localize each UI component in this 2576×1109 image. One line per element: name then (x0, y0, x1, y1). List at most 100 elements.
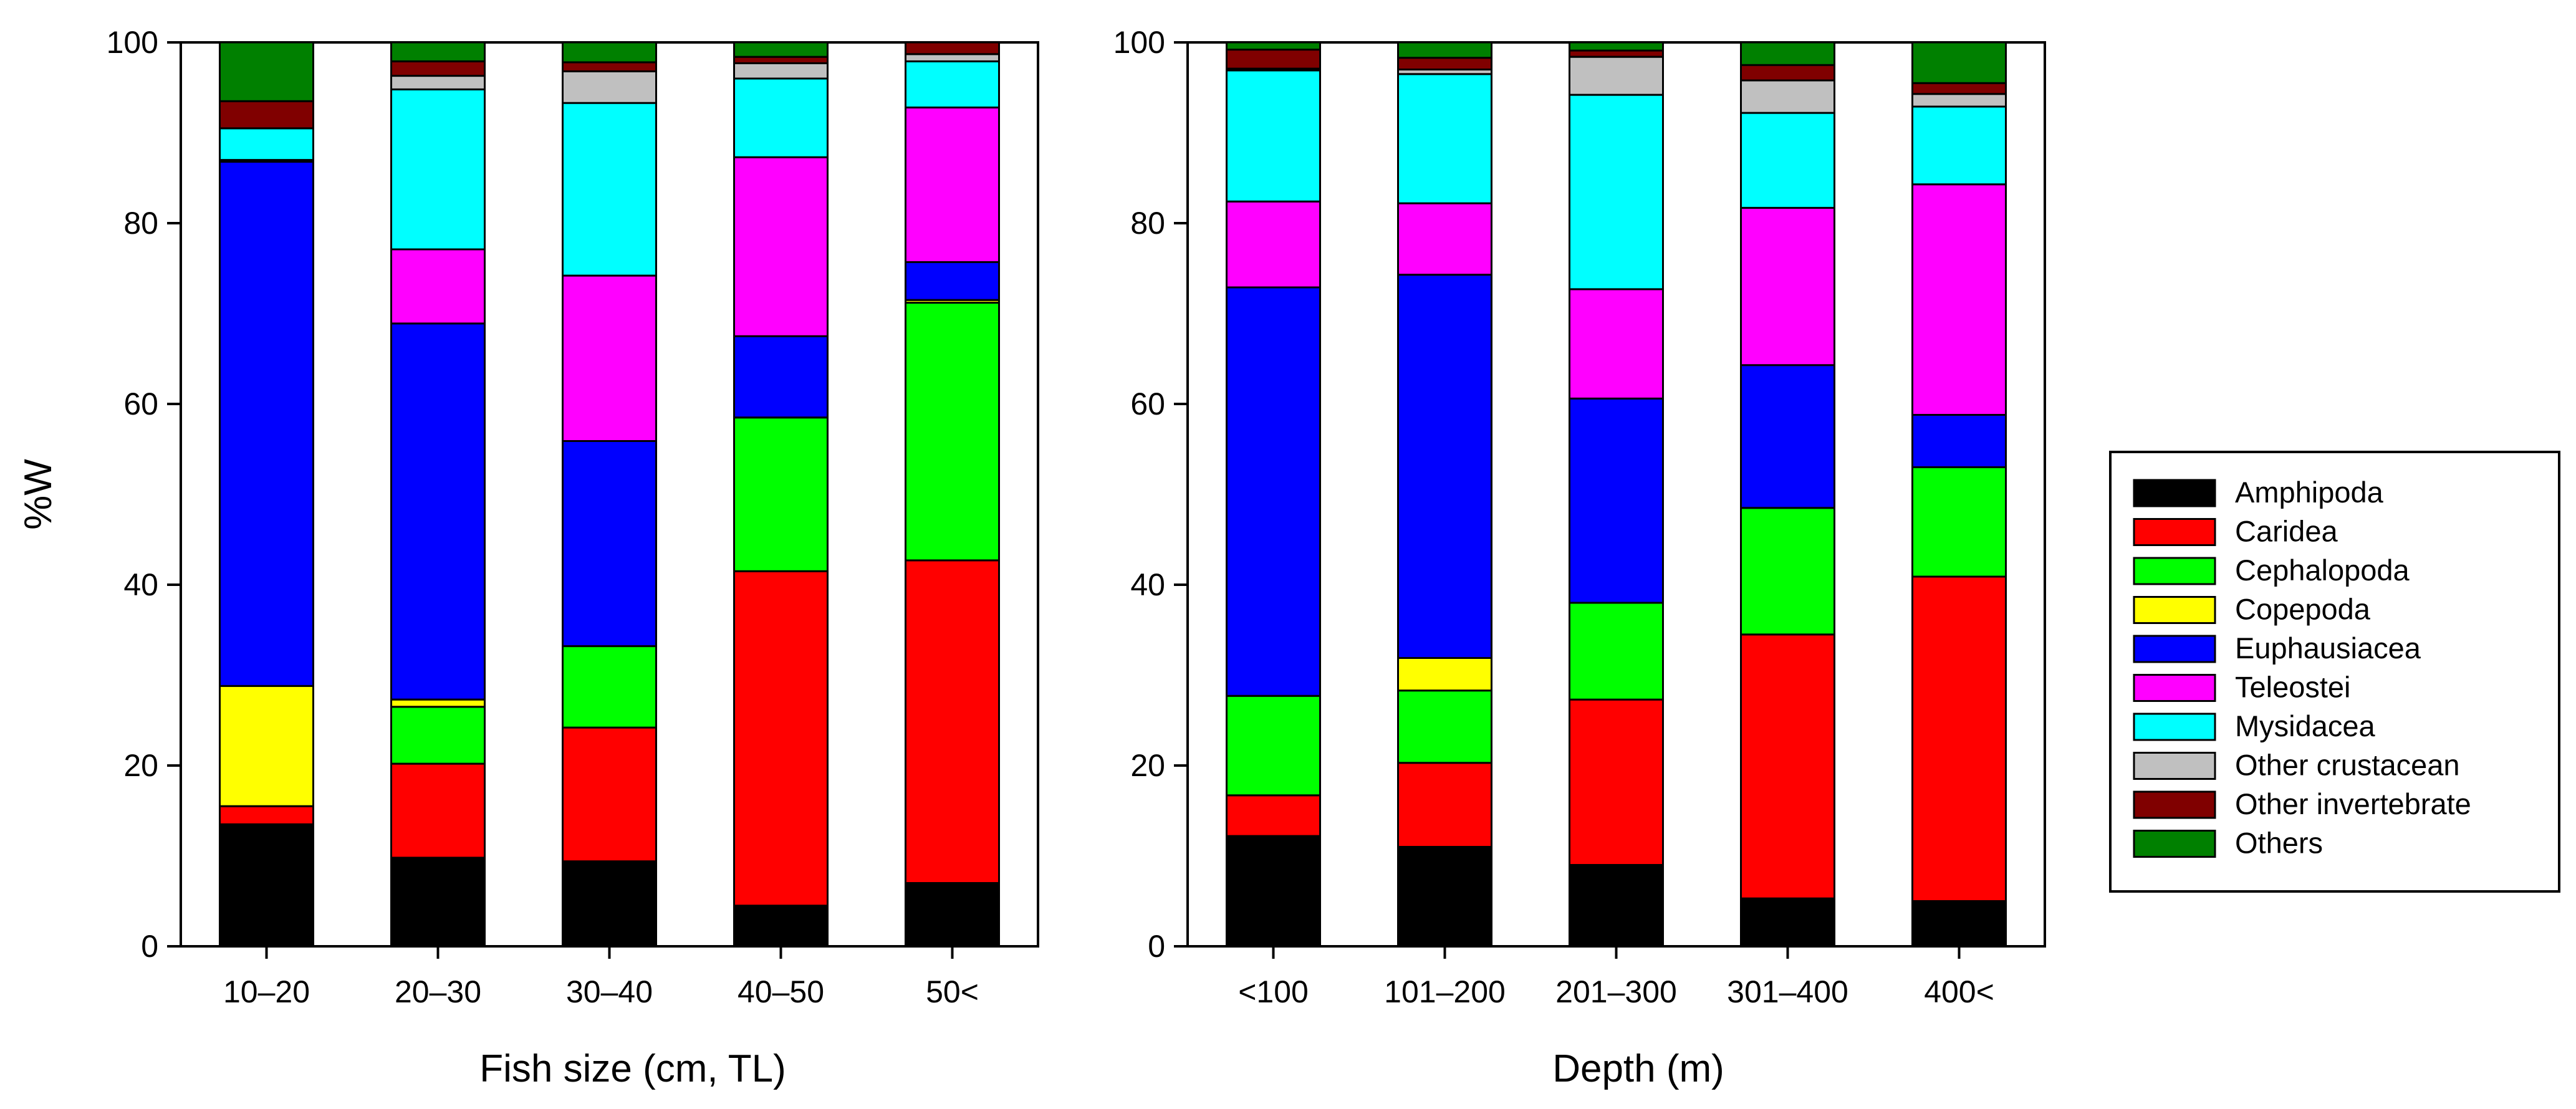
y-tick-label: 80 (1130, 206, 1165, 241)
bar-segment-cephalopoda-100 (1226, 694, 1321, 797)
bar-segment-euphausiacea-400 (1911, 413, 2007, 469)
bar-segment-mysidacea-20-30 (390, 88, 486, 251)
x-tick-label: 10–20 (223, 974, 310, 1009)
legend-swatch-amphipoda (2133, 479, 2216, 507)
bar-segment-amphipoda-201-300 (1569, 864, 1664, 948)
y-tick-label: 60 (123, 386, 158, 421)
bar-segment-cephalopoda-301-400 (1740, 507, 1835, 636)
bar-segment-other-crustacean-20-30 (390, 75, 486, 90)
legend-label-other-crustacean: Other crustacean (2235, 749, 2460, 782)
legend-label-others: Others (2235, 827, 2323, 860)
legend-swatch-cephalopoda (2133, 557, 2216, 585)
bar-segment-euphausiacea-101-200 (1397, 274, 1492, 659)
bar-segment-caridea-20-30 (390, 762, 486, 859)
bar-segment-amphipoda-301-400 (1740, 897, 1835, 948)
x-axis-title: Depth (m) (1552, 1047, 1724, 1090)
bar-segment-copepoda-20-30 (390, 698, 486, 708)
legend-label-copepoda: Copepoda (2235, 593, 2371, 626)
bar-segment-others-20-30 (390, 41, 486, 62)
x-axis-ticks: 10–20 20–30 30–40 40–50 50< (223, 946, 979, 1009)
legend-items: Amphipoda Caridea Cephalopoda Copepoda Eupha… (2133, 476, 2471, 860)
x-tick-label: 40–50 (738, 974, 824, 1009)
legend-swatch-mysidacea (2133, 713, 2216, 741)
bar-segment-others-201-300 (1569, 41, 1664, 52)
bar-segment-others-30-40 (562, 41, 657, 64)
x-tick-label: 201–300 (1555, 974, 1677, 1009)
bar-segment-caridea-301-400 (1740, 633, 1835, 900)
legend-swatch-euphausiacea (2133, 635, 2216, 663)
bar-segment-other-invertebrate-50 (905, 41, 1000, 55)
legend-label-amphipoda: Amphipoda (2235, 476, 2384, 509)
bar-segment-teleostei-201-300 (1569, 288, 1664, 400)
y-tick-label: 60 (1130, 386, 1165, 421)
bar-segment-euphausiacea-10-20 (219, 160, 314, 687)
bar-segment-mysidacea-10-20 (219, 127, 314, 161)
bar-segment-cephalopoda-20-30 (390, 706, 486, 765)
legend-label-cephalopoda: Cephalopoda (2235, 554, 2410, 587)
bar-segment-mysidacea-100 (1226, 69, 1321, 203)
bar-segment-cephalopoda-101-200 (1397, 689, 1492, 764)
x-tick-label: 20–30 (395, 974, 481, 1009)
bar-segment-euphausiacea-50 (905, 261, 1000, 301)
x-tick-label: <100 (1238, 974, 1309, 1009)
bar-segment-teleostei-40-50 (733, 156, 829, 337)
bar-segment-cephalopoda-50 (905, 302, 1000, 562)
bar-segment-amphipoda-10-20 (219, 823, 314, 948)
bar-segment-teleostei-400 (1911, 183, 2007, 416)
x-axis-ticks: <100 101–200 201–300 301–400 400< (1238, 946, 1994, 1009)
bar-segment-cephalopoda-201-300 (1569, 602, 1664, 701)
bars-group (1226, 41, 2007, 948)
bar-segment-teleostei-100 (1226, 200, 1321, 289)
legend-label-teleostei: Teleostei (2235, 671, 2351, 704)
bar-segment-copepoda-101-200 (1397, 657, 1492, 692)
bar-segment-mysidacea-400 (1911, 105, 2007, 186)
bar-segment-caridea-50 (905, 559, 1000, 884)
bar-segment-other-invertebrate-40-50 (733, 55, 829, 64)
legend-label-euphausiacea: Euphausiacea (2235, 631, 2421, 665)
legend: Amphipoda Caridea Cephalopoda Copepoda Eupha… (2109, 451, 2560, 893)
bar-segment-other-crustacean-40-50 (733, 62, 829, 80)
legend-swatch-other-invertebrate (2133, 790, 2216, 819)
y-tick-label: 40 (1130, 567, 1165, 602)
legend-swatch-copepoda (2133, 596, 2216, 624)
bar-segment-other-invertebrate-101-200 (1397, 57, 1492, 70)
y-tick-label: 0 (141, 929, 158, 964)
bar-segment-others-101-200 (1397, 41, 1492, 59)
x-axis-title: Fish size (cm, TL) (479, 1047, 786, 1090)
bar-segment-amphipoda-400 (1911, 900, 2007, 948)
bar-segment-other-invertebrate-10-20 (219, 100, 314, 130)
x-tick-label: 101–200 (1384, 974, 1506, 1009)
bar-segment-caridea-201-300 (1569, 698, 1664, 866)
y-tick-label: 80 (123, 206, 158, 241)
bar-segment-amphipoda-40-50 (733, 905, 829, 948)
bar-segment-cephalopoda-30-40 (562, 645, 657, 729)
bar-segment-caridea-10-20 (219, 805, 314, 825)
bar-segment-amphipoda-20-30 (390, 857, 486, 948)
bar-segment-euphausiacea-201-300 (1569, 397, 1664, 604)
bar-segment-mysidacea-40-50 (733, 77, 829, 158)
bar-segment-amphipoda-30-40 (562, 860, 657, 948)
bar-segment-others-10-20 (219, 41, 314, 102)
bar-segment-others-40-50 (733, 41, 829, 58)
bar-segment-others-301-400 (1740, 41, 1835, 66)
bar-segment-euphausiacea-20-30 (390, 322, 486, 701)
bar-segment-teleostei-20-30 (390, 248, 486, 325)
legend-label-mysidacea: Mysidacea (2235, 709, 2376, 742)
bar-segment-mysidacea-101-200 (1397, 73, 1492, 204)
bar-segment-other-invertebrate-400 (1911, 82, 2007, 95)
bar-segment-others-400 (1911, 41, 2007, 84)
y-axis-title: %W (17, 459, 60, 530)
bar-segment-mysidacea-301-400 (1740, 112, 1835, 209)
y-axis-ticks: 0 20 40 60 80 100 (107, 25, 181, 964)
bar-segment-cephalopoda-400 (1911, 466, 2007, 578)
bar-segment-other-crustacean-400 (1911, 93, 2007, 108)
bar-segment-mysidacea-30-40 (562, 102, 657, 277)
bar-segment-euphausiacea-40-50 (733, 335, 829, 419)
bar-segment-caridea-101-200 (1397, 762, 1492, 848)
x-tick-label: 50< (926, 974, 979, 1009)
bar-segment-other-crustacean-301-400 (1740, 79, 1835, 114)
bar-segment-amphipoda-101-200 (1397, 846, 1492, 948)
y-tick-label: 100 (107, 25, 158, 60)
